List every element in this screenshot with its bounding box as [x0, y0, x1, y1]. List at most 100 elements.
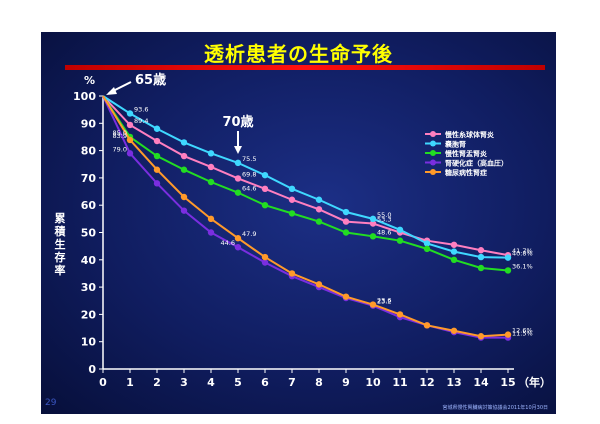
series-point-4 [504, 331, 512, 338]
annotation-65: 65歳 [135, 72, 166, 88]
data-label: 85.0 [113, 129, 127, 137]
series-point-4 [369, 301, 377, 308]
series-line-1 [102, 95, 509, 259]
series-point-1 [207, 150, 215, 157]
series-point-4 [153, 166, 161, 173]
series-point-4 [261, 253, 269, 261]
series-point-1 [315, 196, 323, 203]
x-tick-label: 9 [342, 376, 350, 389]
series-point-4 [423, 322, 431, 329]
series-point-1 [450, 248, 458, 255]
legend-label: 慢性腎盂腎炎 [445, 149, 487, 158]
data-label: 11.5% [512, 330, 533, 338]
y-tick-label: 90 [81, 117, 97, 130]
series-point-1 [288, 185, 296, 193]
series-point-1 [261, 171, 269, 179]
legend-swatch-marker [430, 169, 436, 175]
series-line-2 [102, 95, 509, 272]
x-tick-label: 4 [207, 376, 215, 389]
x-tick-label: 1 [126, 376, 134, 389]
series-point-2 [207, 178, 215, 186]
data-label: 75.5 [242, 155, 256, 163]
legend-label: 嚢胞腎 [445, 140, 466, 149]
footnote: 宮城県慢性腎臓病対策協議会2011年10月30日 [442, 405, 548, 411]
series-point-3 [207, 229, 215, 236]
data-label: 36.1% [512, 262, 533, 270]
y-axis-label: 累積生存率 [54, 212, 66, 277]
series-point-0 [477, 247, 485, 254]
x-tick-label: 8 [315, 376, 323, 389]
series-point-4 [288, 270, 296, 277]
series-point-0 [207, 163, 215, 171]
legend-swatch-marker [430, 131, 436, 137]
series-point-2 [315, 218, 323, 225]
data-label: 23.2 [377, 298, 391, 306]
series-point-0 [234, 175, 242, 182]
y-tick-label: 30 [81, 281, 97, 294]
series-point-1 [477, 253, 485, 261]
series-point-1 [153, 125, 161, 132]
annotation-70: 70歳 [222, 114, 253, 130]
series-point-4 [315, 281, 323, 288]
legend-swatch-marker [430, 150, 436, 156]
y-tick-label: 0 [88, 363, 96, 376]
data-label: 41.7% [512, 247, 533, 255]
data-label: 83.9 [113, 132, 127, 140]
y-tick-label: 100 [73, 90, 96, 103]
annotation-arrowhead [106, 87, 117, 95]
x-tick-label: 6 [261, 376, 269, 389]
data-label: 89.4 [134, 117, 148, 125]
y-tick-label: 50 [81, 227, 97, 240]
series-point-4 [180, 193, 188, 201]
series-point-4 [207, 215, 215, 223]
y-tick-label: 60 [81, 199, 97, 212]
legend-swatch-marker [430, 159, 436, 166]
data-label: 12.6% [512, 327, 533, 335]
y-tick-label: 40 [81, 254, 97, 267]
series-line-0 [102, 95, 509, 257]
x-tick-label: 0 [99, 376, 107, 389]
series-point-3 [261, 259, 269, 266]
series-point-3 [126, 150, 134, 157]
series-point-1 [369, 215, 377, 223]
series-point-3 [180, 207, 188, 214]
series-point-1 [126, 110, 134, 117]
y-tick-label: 80 [81, 145, 97, 158]
series-point-2 [261, 202, 269, 209]
series-point-0 [126, 121, 134, 129]
series-line-4 [102, 95, 509, 338]
x-tick-label: 7 [288, 376, 296, 389]
data-label: 53.3 [377, 215, 391, 223]
data-label: 79.0 [113, 145, 127, 153]
data-label: 69.8 [242, 170, 256, 178]
data-label: 47.9 [242, 230, 256, 238]
series-point-2 [342, 229, 350, 236]
y-tick-label: 70 [81, 172, 97, 185]
title-underline [65, 65, 545, 70]
x-tick-label: 13 [446, 376, 461, 389]
x-tick-label: 3 [180, 376, 188, 389]
series-point-2 [396, 237, 404, 244]
y-tick-label: 20 [81, 308, 97, 321]
legend-swatch-marker [430, 140, 436, 147]
series-point-2 [180, 166, 188, 173]
annotation-arrowhead [234, 146, 242, 154]
series-point-1 [396, 226, 404, 233]
series-point-1 [423, 240, 431, 247]
series-point-2 [423, 245, 431, 253]
series-point-4 [477, 333, 485, 340]
series-point-2 [477, 264, 485, 272]
series-point-4 [342, 293, 350, 300]
x-tick-label: 11 [392, 376, 407, 389]
series-point-2 [234, 189, 242, 196]
series-point-0 [315, 206, 323, 213]
page-number: 29 [45, 398, 57, 408]
series-point-1 [342, 208, 350, 216]
slide: 透析患者の生命予後 累積生存率 29 宮城県慢性腎臓病対策協議会2011年10月… [41, 32, 556, 414]
slide-title: 透析患者の生命予後 [204, 42, 393, 66]
series-point-1 [234, 159, 242, 167]
y-unit-label: % [84, 74, 95, 87]
data-label: 55.0 [377, 211, 391, 219]
x-axis-label: （年） [518, 375, 551, 389]
